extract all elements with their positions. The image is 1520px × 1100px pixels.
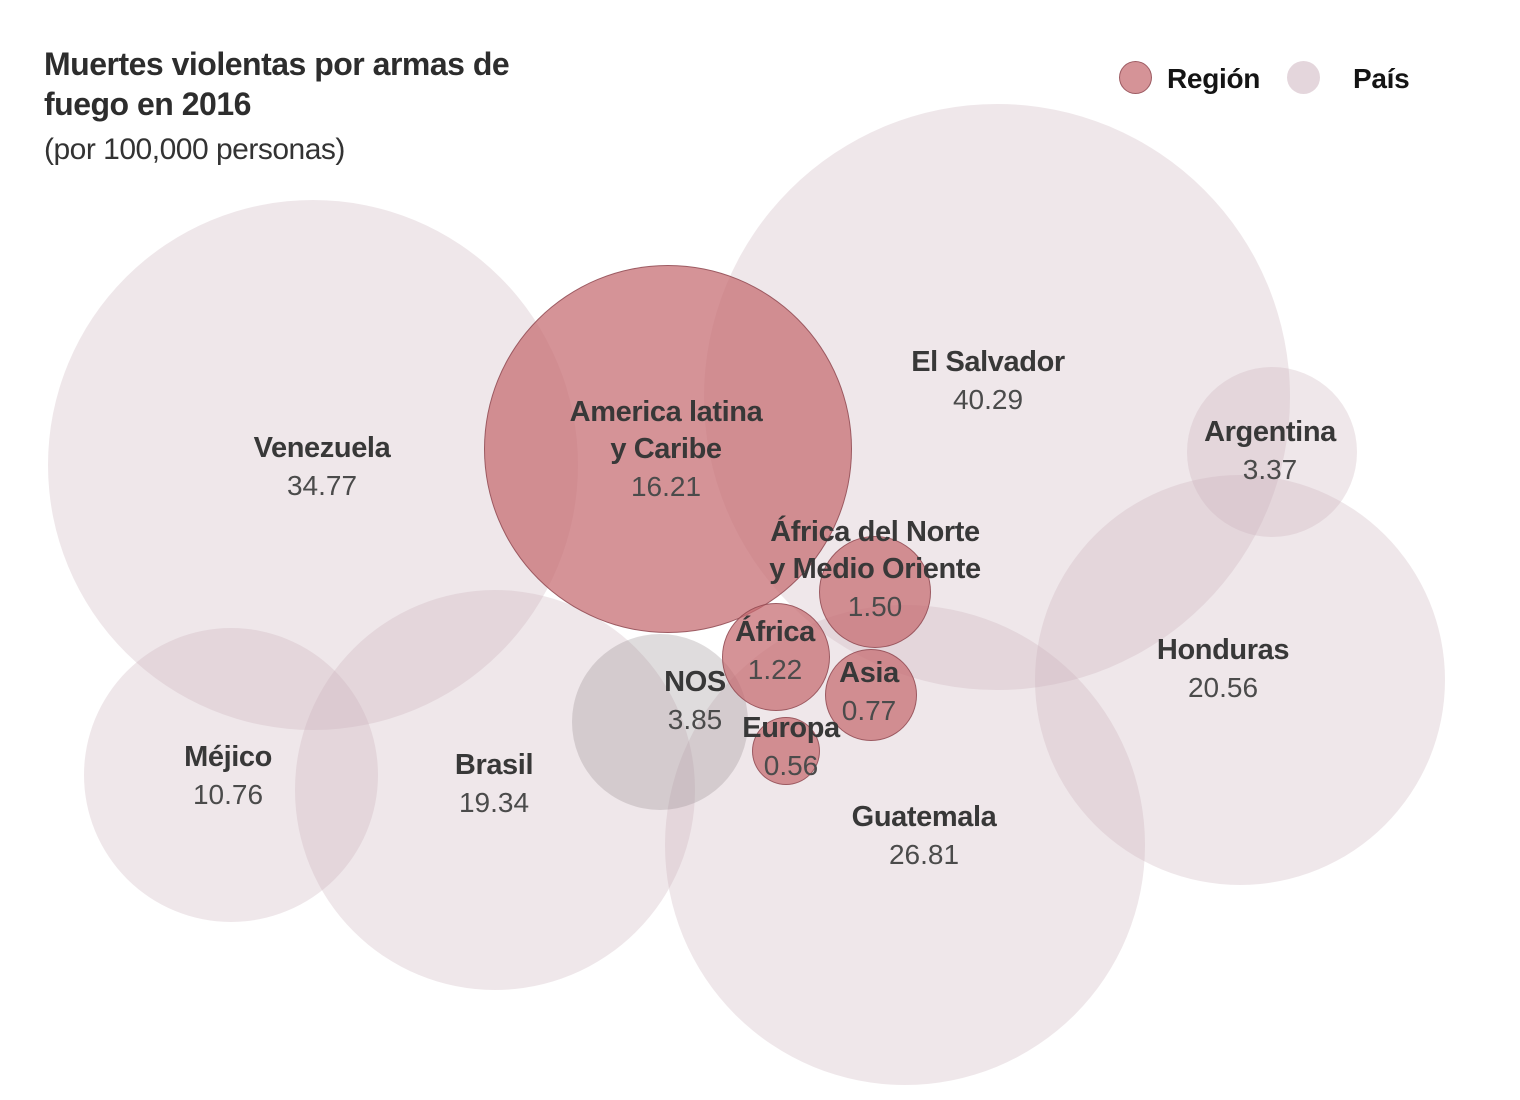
venezuela-label: Venezuela 34.77 [254, 430, 391, 504]
el-salvador-label: El Salvador 40.29 [911, 344, 1065, 418]
america-latina-y-caribe-label: America latina y Caribe 16.21 [570, 394, 763, 505]
guatemala-value: 26.81 [888, 838, 960, 870]
chart-title-block: Muertes violentas por armas de fuego en … [44, 44, 510, 170]
legend-region-label: Región [1167, 63, 1261, 94]
brasil-bubble [295, 590, 695, 990]
africa-name: África [735, 615, 815, 648]
argentina-bubble [1187, 367, 1357, 537]
europa-value: 0.56 [763, 749, 819, 781]
venezuela-name: Venezuela [253, 431, 391, 464]
asia-name: Asia [839, 656, 899, 689]
chart-title-line1: Muertes violentas por armas de [44, 46, 510, 82]
mejico-value: 10.76 [192, 778, 264, 810]
guatemala-name: Guatemala [851, 800, 997, 833]
america-latina-y-caribe-value: 16.21 [630, 470, 702, 502]
nos-label: NOS 3.85 [664, 664, 726, 738]
legend-pais-swatch-icon [1287, 61, 1320, 94]
america-latina-y-caribe-bubble [484, 265, 852, 633]
africa-value: 1.22 [747, 653, 803, 685]
america-latina-y-caribe-name: y Caribe [610, 432, 722, 465]
africa-del-norte-y-medio-oriente-bubble [819, 536, 931, 648]
asia-bubble [825, 649, 917, 741]
el-salvador-value: 40.29 [952, 383, 1024, 415]
honduras-name: Honduras [1156, 633, 1290, 666]
africa-del-norte-y-medio-oriente-value: 1.50 [847, 590, 903, 622]
brasil-label: Brasil 19.34 [454, 747, 534, 821]
guatemala-label: Guatemala 26.81 [852, 799, 997, 873]
asia-label: Asia 0.77 [839, 655, 899, 729]
america-latina-y-caribe-name: America latina [569, 395, 763, 428]
asia-value: 0.77 [841, 694, 897, 726]
venezuela-value: 34.77 [286, 469, 358, 501]
argentina-label: Argentina 3.37 [1204, 414, 1336, 488]
mejico-label: Méjico 10.76 [184, 739, 272, 813]
brasil-value: 19.34 [458, 786, 530, 818]
nos-name: NOS [664, 665, 726, 698]
honduras-label: Honduras 20.56 [1156, 632, 1290, 706]
legend-region-swatch-icon [1119, 61, 1152, 94]
honduras-value: 20.56 [1187, 671, 1259, 703]
chart-subtitle: (por 100,000 personas) [44, 133, 345, 166]
legend-pais-label: País [1353, 63, 1410, 94]
el-salvador-name: El Salvador [911, 345, 1065, 378]
argentina-value: 3.37 [1242, 453, 1298, 485]
africa-del-norte-y-medio-oriente-name: África del Norte [770, 515, 980, 548]
nos-bubble [572, 634, 748, 810]
nos-value: 3.85 [667, 703, 723, 735]
honduras-bubble [1035, 475, 1445, 885]
africa-del-norte-y-medio-oriente-label: África del Norte y Medio Oriente 1.50 [769, 514, 981, 625]
africa-label: África 1.22 [735, 614, 815, 688]
africa-del-norte-y-medio-oriente-name: y Medio Oriente [769, 552, 981, 585]
brasil-name: Brasil [454, 748, 534, 781]
europa-label: Europa 0.56 [742, 710, 840, 784]
chart-title-line2: fuego en 2016 [44, 86, 251, 122]
mejico-name: Méjico [184, 740, 272, 773]
europa-bubble [752, 717, 820, 785]
mejico-bubble [84, 628, 378, 922]
argentina-name: Argentina [1204, 415, 1336, 448]
africa-bubble [722, 603, 830, 711]
europa-name: Europa [742, 711, 840, 744]
